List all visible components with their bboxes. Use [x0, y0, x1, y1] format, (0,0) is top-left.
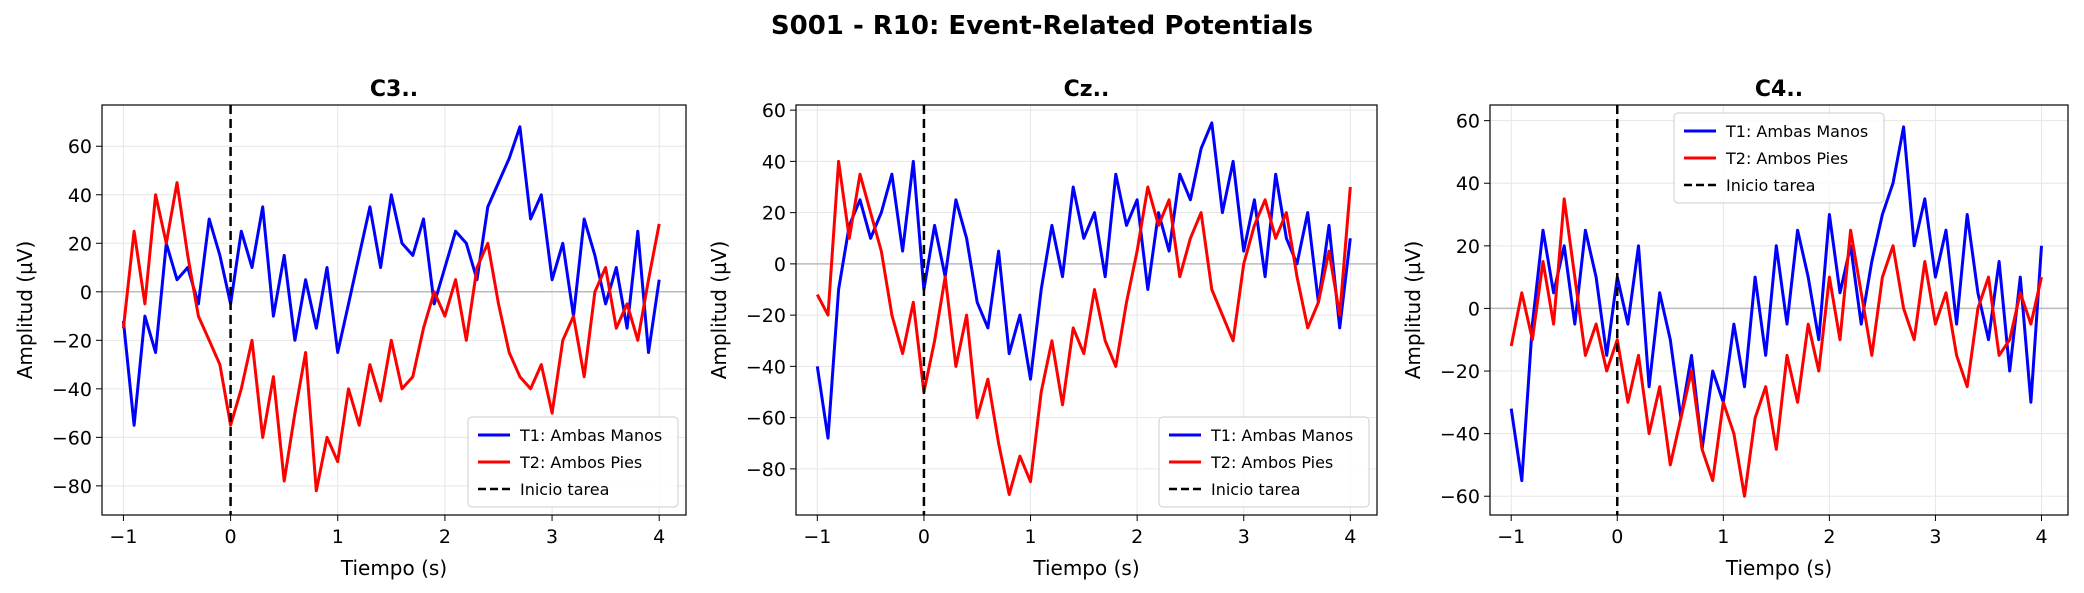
- y-axis-label: Amplitud (µV): [707, 241, 731, 380]
- legend-entry-t2-label: T2: Ambos Pies: [1725, 149, 1848, 168]
- figure-title: S001 - R10: Event-Related Potentials: [771, 11, 1313, 41]
- y-tick-label: 0: [774, 254, 786, 276]
- x-tick-label: 2: [1131, 526, 1143, 548]
- y-tick-label: 40: [68, 185, 92, 207]
- chart-panel-1: −1 0 1 2 3 4 −80 −60 −40 −20 0 20 40 60 C3.. Tiempo (s)…: [13, 77, 687, 580]
- y-tick-label: −60: [52, 427, 92, 449]
- x-tick-label: 1: [332, 526, 344, 548]
- y-tick-label: 60: [68, 136, 92, 158]
- y-tick-label: −60: [746, 408, 786, 430]
- legend-entry-t1-label: T1: Ambas Manos: [519, 426, 662, 445]
- y-tick-label: 40: [762, 151, 786, 173]
- x-tick-label: 1: [1024, 526, 1036, 548]
- x-tick-label: 4: [653, 526, 665, 548]
- y-tick-label: 60: [762, 100, 786, 122]
- legend-entry-t2-label: T2: Ambos Pies: [1210, 453, 1333, 472]
- legend-entry-onset-label: Inicio tarea: [1211, 480, 1300, 499]
- y-tick-label: 0: [1468, 298, 1480, 320]
- legend-entry-onset-label: Inicio tarea: [520, 480, 609, 499]
- x-tick-label: 0: [1611, 526, 1623, 548]
- legend-box: [467, 416, 679, 508]
- x-axis-label: Tiempo (s): [340, 556, 447, 580]
- x-tick-label: 4: [2035, 526, 2047, 548]
- series-line-t1: [121, 125, 661, 427]
- y-tick-label: −40: [1440, 424, 1480, 446]
- series-line-t2: [1509, 197, 2043, 498]
- x-tick-label: 3: [546, 526, 558, 548]
- x-tick-label: 3: [1929, 526, 1941, 548]
- x-tick-label: 0: [918, 526, 930, 548]
- series-line-t1: [815, 121, 1352, 440]
- legend-box: [1673, 112, 1885, 204]
- y-axis-label: Amplitud (µV): [1401, 241, 1425, 380]
- x-tick-label: 1: [1717, 526, 1729, 548]
- chart-title: Cz..: [1064, 77, 1110, 102]
- legend: T1: Ambas Manos T2: Ambos Pies Inicio tare…: [1673, 112, 1885, 204]
- x-tick-label: −1: [803, 526, 831, 548]
- x-tick-label: 3: [1238, 526, 1250, 548]
- plot-frame: [1489, 104, 2069, 516]
- x-tick-label: 4: [1344, 526, 1356, 548]
- plot-frame: [101, 104, 687, 516]
- y-tick-label: −60: [1440, 486, 1480, 508]
- x-axis-label: Tiempo (s): [1032, 556, 1139, 580]
- y-tick-label: −80: [746, 459, 786, 481]
- y-tick-label: 20: [762, 203, 786, 225]
- y-tick-label: 20: [68, 233, 92, 255]
- y-tick-label: −40: [746, 356, 786, 378]
- legend-entry-t2-label: T2: Ambos Pies: [519, 453, 642, 472]
- chart-panel-3: −1 0 1 2 3 4 −60 −40 −20 0 20 40 60 C4.. Tiempo (s) Amp…: [1401, 77, 2069, 580]
- legend-entry-t1-label: T1: Ambas Manos: [1725, 122, 1868, 141]
- series-line-t1: [1509, 125, 2043, 483]
- chart-title: C4..: [1755, 77, 1803, 102]
- series-line-t2: [815, 159, 1352, 496]
- y-tick-label: −40: [52, 379, 92, 401]
- legend-box: [1158, 416, 1370, 508]
- legend-entry-t1-label: T1: Ambas Manos: [1210, 426, 1353, 445]
- y-tick-label: 40: [1456, 173, 1480, 195]
- y-tick-label: 0: [80, 282, 92, 304]
- y-tick-label: −20: [52, 330, 92, 352]
- y-tick-label: 60: [1456, 111, 1480, 133]
- series-line-t2: [121, 181, 661, 493]
- plot-frame: [795, 104, 1378, 516]
- y-tick-label: −20: [1440, 361, 1480, 383]
- y-axis-label: Amplitud (µV): [13, 241, 37, 380]
- x-tick-label: 2: [439, 526, 451, 548]
- x-tick-label: −1: [109, 526, 137, 548]
- legend: T1: Ambas Manos T2: Ambos Pies Inicio tare…: [467, 416, 679, 508]
- legend-entry-onset-label: Inicio tarea: [1726, 176, 1815, 195]
- legend: T1: Ambas Manos T2: Ambos Pies Inicio tare…: [1158, 416, 1370, 508]
- chart-title: C3..: [370, 77, 418, 102]
- y-tick-label: −20: [746, 305, 786, 327]
- x-tick-label: 2: [1823, 526, 1835, 548]
- x-axis-label: Tiempo (s): [1725, 556, 1832, 580]
- x-tick-label: −1: [1497, 526, 1525, 548]
- y-tick-label: 20: [1456, 236, 1480, 258]
- chart-panel-2: −1 0 1 2 3 4 −80 −60 −40 −20 0 20 40 60 Cz.. Tiempo (s)…: [707, 77, 1378, 580]
- x-tick-label: 0: [225, 526, 237, 548]
- y-tick-label: −80: [52, 476, 92, 498]
